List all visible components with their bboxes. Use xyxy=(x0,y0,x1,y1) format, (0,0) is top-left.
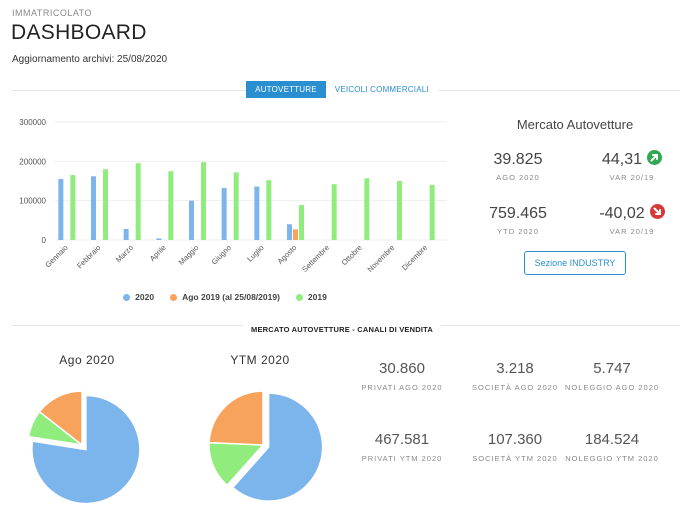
legend-label: Ago 2019 (al 25/08/2019) xyxy=(182,292,280,302)
ago-value: 39.825 xyxy=(493,151,543,168)
bar-ago-2019[interactable] xyxy=(293,229,298,240)
sales-channels-title: MERCATO AUTOVETTURE - CANALI DI VENDITA xyxy=(0,319,684,337)
stat-label: PRIVATI YTM 2020 xyxy=(361,454,443,463)
bar-2019[interactable] xyxy=(103,169,108,240)
var-kpi: 44,31 VAR 20/19 xyxy=(582,150,682,182)
market-title: Mercato Autovetture xyxy=(516,117,634,132)
stat-label: NOLEGGIO AGO 2020 xyxy=(564,383,660,392)
x-tick-label: Gennaio xyxy=(43,243,69,269)
stat-label: NOLEGGIO YTM 2020 xyxy=(565,454,659,463)
x-tick-label: Agosto xyxy=(276,243,299,266)
y-tick-label: 300000 xyxy=(19,118,46,127)
bar-2019[interactable] xyxy=(135,163,141,240)
monthly-registrations-chart: 0 100000 200000 300000 Gennaio Febbraio Marzo A… xyxy=(19,118,447,274)
y-tick-label: 100000 xyxy=(19,197,46,206)
x-tick-label: Novembre xyxy=(366,243,397,274)
page-title: DASHBOARD xyxy=(11,21,147,44)
bar-2020[interactable] xyxy=(91,176,96,240)
bar-2020[interactable] xyxy=(287,224,292,240)
bar-2019[interactable] xyxy=(233,172,239,240)
bar-2019[interactable] xyxy=(397,181,402,240)
tab-veicoli-commerciali[interactable]: VEICOLI COMMERCIALI xyxy=(325,81,438,98)
legend-label: 2020 xyxy=(135,292,155,302)
y-tick-label: 0 xyxy=(42,236,47,245)
ytd-value: 759.465 xyxy=(489,205,547,222)
bar-2020[interactable] xyxy=(58,179,64,240)
stat-value: 5.747 xyxy=(593,360,631,377)
x-tick-label: Maggio xyxy=(177,243,201,267)
archive-update-date: Aggiornamento archivi: 25/08/2020 xyxy=(12,54,168,65)
pie-title-ago: Ago 2020 xyxy=(59,353,115,367)
arrow-up-right-icon xyxy=(647,150,663,166)
legend-marker xyxy=(295,293,303,301)
bar-2020[interactable] xyxy=(221,188,227,240)
var-value: 44,31 xyxy=(601,151,643,168)
pie-chart-ytm xyxy=(208,390,324,502)
stat-value: 467.581 xyxy=(374,431,430,448)
legend-item-2019[interactable]: 2019 xyxy=(295,292,327,302)
bar-2020[interactable] xyxy=(189,200,194,240)
pie-slice[interactable] xyxy=(38,390,83,447)
pie-slice[interactable] xyxy=(31,394,141,505)
bar-2019[interactable] xyxy=(168,171,174,240)
bar-2019[interactable] xyxy=(429,184,435,240)
legend-label: 2019 xyxy=(307,292,327,302)
chart-legend: 2020 Ago 2019 (al 25/08/2019) 2019 xyxy=(0,292,450,302)
x-tick-label: Febbraio xyxy=(75,243,102,270)
x-tick-label: Ottobre xyxy=(340,243,364,267)
tab-autovetture[interactable]: AUTOVETTURE xyxy=(246,81,326,98)
x-tick-label: Luglio xyxy=(245,243,266,264)
var2-label: VAR 20/19 xyxy=(609,227,655,236)
var2-value: -40,02 xyxy=(599,205,645,222)
x-tick-label: Marzo xyxy=(114,243,135,264)
legend-marker xyxy=(123,293,131,301)
ago-label: AGO 2020 xyxy=(496,173,540,182)
var2-kpi: -40,02 VAR 20/19 xyxy=(582,204,682,236)
ago-kpi: 39.825 AGO 2020 xyxy=(473,151,563,182)
bar-2019[interactable] xyxy=(266,180,272,240)
x-tick-label: Dicembre xyxy=(400,243,429,272)
stat-value: 184.524 xyxy=(584,431,640,448)
vehicle-tabs: AUTOVETTURE VEICOLI COMMERCIALI xyxy=(0,81,684,98)
stat-label: SOCIETÀ YTM 2020 xyxy=(472,454,558,463)
bar-2019[interactable] xyxy=(201,162,206,240)
stat-societa-ytm: 107.360 SOCIETÀ YTM 2020 xyxy=(460,431,570,465)
arrow-down-right-icon xyxy=(649,204,665,220)
stat-label: PRIVATI AGO 2020 xyxy=(361,383,443,392)
ytd-kpi: 759.465 YTD 2020 xyxy=(473,205,563,236)
legend-marker xyxy=(170,293,178,301)
bar-2020[interactable] xyxy=(156,238,162,240)
pie-title-ytm: YTM 2020 xyxy=(230,353,290,367)
bar-2020[interactable] xyxy=(123,228,129,240)
bar-2019[interactable] xyxy=(331,184,337,240)
legend-item-2020[interactable]: 2020 xyxy=(123,292,154,302)
bar-2020[interactable] xyxy=(254,186,260,240)
stat-value: 107.360 xyxy=(487,431,543,448)
stat-privati-ytm: 467.581 PRIVATI YTM 2020 xyxy=(347,431,457,465)
stat-privati-ago: 30.860 PRIVATI AGO 2020 xyxy=(347,360,457,394)
bar-2019[interactable] xyxy=(364,178,370,240)
stat-value: 30.860 xyxy=(379,360,425,377)
bar-2019[interactable] xyxy=(299,204,304,240)
x-tick-label: Aprile xyxy=(148,243,168,263)
stat-noleggio-ytm: 184.524 NOLEGGIO YTM 2020 xyxy=(562,431,662,465)
y-tick-label: 200000 xyxy=(19,157,46,166)
pie-chart-ago xyxy=(27,390,141,505)
stat-label: SOCIETÀ AGO 2020 xyxy=(471,383,559,392)
x-tick-label: Settembre xyxy=(300,243,331,274)
industry-section-button[interactable]: Sezione INDUSTRY xyxy=(524,251,626,275)
pie-slice[interactable] xyxy=(231,392,324,502)
ytd-label: YTD 2020 xyxy=(497,227,539,236)
x-tick-label: Giugno xyxy=(210,243,233,266)
var-label: VAR 20/19 xyxy=(609,173,655,182)
page-eyebrow: IMMATRICOLATO xyxy=(12,8,93,18)
stat-noleggio-ago: 5.747 NOLEGGIO AGO 2020 xyxy=(562,360,662,394)
pie-slice[interactable] xyxy=(208,390,264,446)
bar-2019[interactable] xyxy=(70,175,76,240)
stat-value: 3.218 xyxy=(496,360,534,377)
legend-item-ago-2019[interactable]: Ago 2019 (al 25/08/2019) xyxy=(170,292,280,302)
stat-societa-ago: 3.218 SOCIETÀ AGO 2020 xyxy=(460,360,570,394)
